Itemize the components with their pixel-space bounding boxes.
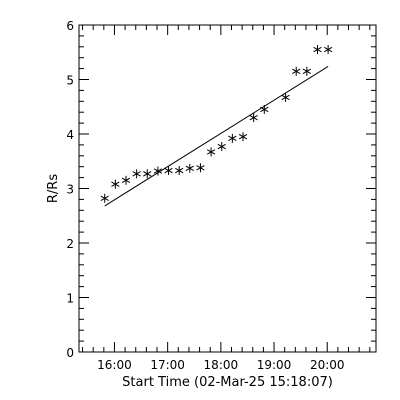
asterisk-marker (228, 133, 237, 143)
asterisk-marker (111, 179, 120, 189)
x-tick-label: 18:00 (204, 358, 239, 372)
marker-stroke (249, 114, 258, 121)
y-axis-tick-labels: 0 1 2 3 4 5 6 (66, 19, 74, 360)
y-axis-ticks (79, 24, 376, 353)
y-tick-label: 1 (66, 292, 74, 306)
marker-stroke (185, 165, 194, 172)
marker-stroke (175, 167, 184, 174)
asterisk-marker (292, 66, 301, 76)
asterisk-marker (217, 142, 226, 152)
y-tick-label: 4 (66, 128, 74, 142)
asterisk-marker (249, 113, 258, 123)
y-tick-label: 3 (66, 183, 74, 197)
marker-stroke (323, 46, 333, 53)
x-tick-label: 16:00 (97, 358, 132, 372)
asterisk-marker (196, 163, 205, 173)
marker-stroke (153, 168, 163, 174)
marker-stroke (132, 171, 141, 177)
asterisk-marker (281, 92, 290, 102)
data-markers (100, 45, 333, 203)
marker-stroke (228, 135, 237, 142)
asterisk-marker (238, 132, 248, 142)
asterisk-marker (260, 104, 269, 114)
asterisk-marker (302, 66, 311, 76)
asterisk-marker (323, 45, 333, 55)
marker-stroke (196, 165, 205, 171)
asterisk-marker (153, 166, 163, 176)
y-tick-label: 6 (66, 19, 74, 33)
x-tick-label: 17:00 (150, 358, 185, 372)
asterisk-marker (121, 175, 131, 185)
marker-stroke (206, 149, 216, 155)
asterisk-marker (175, 166, 184, 176)
y-tick-label: 2 (66, 237, 74, 251)
marker-stroke (292, 68, 301, 75)
marker-stroke (302, 68, 311, 75)
asterisk-marker (100, 193, 109, 203)
marker-stroke (260, 106, 269, 113)
marker-stroke (217, 143, 226, 150)
y-tick-label: 0 (66, 346, 74, 360)
asterisk-marker (132, 169, 141, 179)
x-tick-label: 19:00 (257, 358, 292, 372)
asterisk-marker (206, 147, 216, 157)
x-tick-label: 20:00 (310, 358, 345, 372)
marker-stroke (143, 171, 152, 177)
marker-stroke (121, 177, 131, 184)
marker-stroke (281, 94, 290, 101)
linear-fit-line (104, 65, 329, 207)
marker-stroke (111, 181, 120, 187)
y-tick-label: 5 (66, 74, 74, 88)
asterisk-marker (313, 45, 322, 55)
y-axis-label: R/Rs (46, 174, 61, 203)
marker-stroke (313, 46, 322, 53)
marker-stroke (164, 167, 173, 174)
asterisk-marker (143, 169, 152, 179)
asterisk-marker (164, 166, 173, 176)
x-axis-ticks (82, 25, 371, 352)
asterisk-marker (185, 163, 194, 173)
x-axis-tick-labels: 16:00 17:00 18:00 19:00 20:00 (97, 358, 344, 372)
marker-stroke (238, 134, 248, 140)
marker-stroke (100, 195, 109, 201)
x-axis-label: Start Time (02-Mar-25 15:18:07) (122, 375, 333, 390)
